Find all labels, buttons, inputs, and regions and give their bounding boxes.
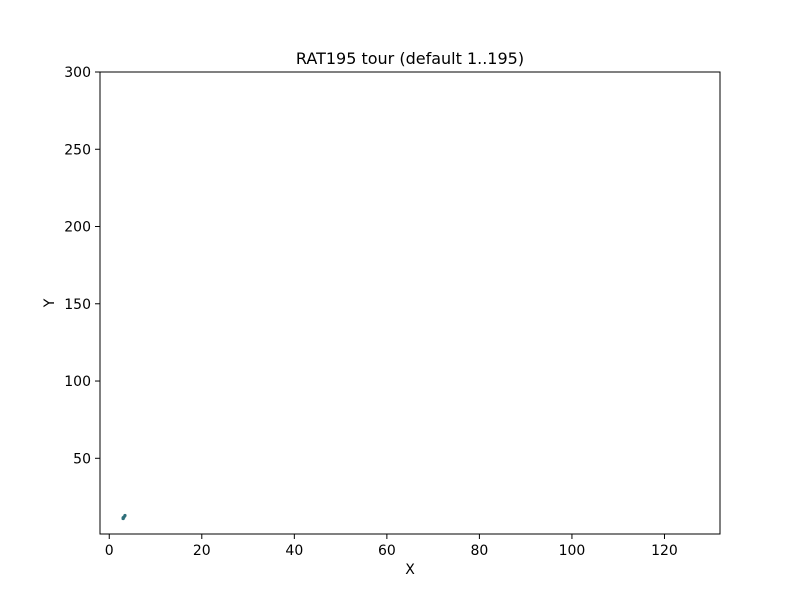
y-tick-label: 250 <box>64 142 91 158</box>
y-tick-label: 150 <box>64 297 91 313</box>
plot-area-frame <box>99 71 721 535</box>
y-tick-label: 200 <box>64 220 91 236</box>
x-tick-label: 100 <box>559 543 586 559</box>
y-tick-label: 300 <box>64 65 91 81</box>
x-tick-label: 40 <box>285 543 303 559</box>
y-tick-label: 100 <box>64 374 91 390</box>
x-tick-label: 60 <box>378 543 396 559</box>
x-tick-label: 0 <box>105 543 114 559</box>
y-axis-ticks: 50 100 150 200 250 300 <box>64 65 100 467</box>
y-tick-label: 50 <box>73 451 91 467</box>
y-axis-label: Y <box>42 298 58 308</box>
chart-title: RAT195 tour (default 1..195) <box>296 49 524 68</box>
series-layer <box>121 513 127 521</box>
tour-point <box>123 513 127 518</box>
tour-point <box>121 516 125 521</box>
x-tick-label: 80 <box>470 543 488 559</box>
x-tick-label: 120 <box>651 543 678 559</box>
x-tick-label: 20 <box>193 543 211 559</box>
x-axis-label: X <box>405 562 415 578</box>
x-axis-ticks: 0 20 40 60 80 100 120 <box>105 534 678 559</box>
